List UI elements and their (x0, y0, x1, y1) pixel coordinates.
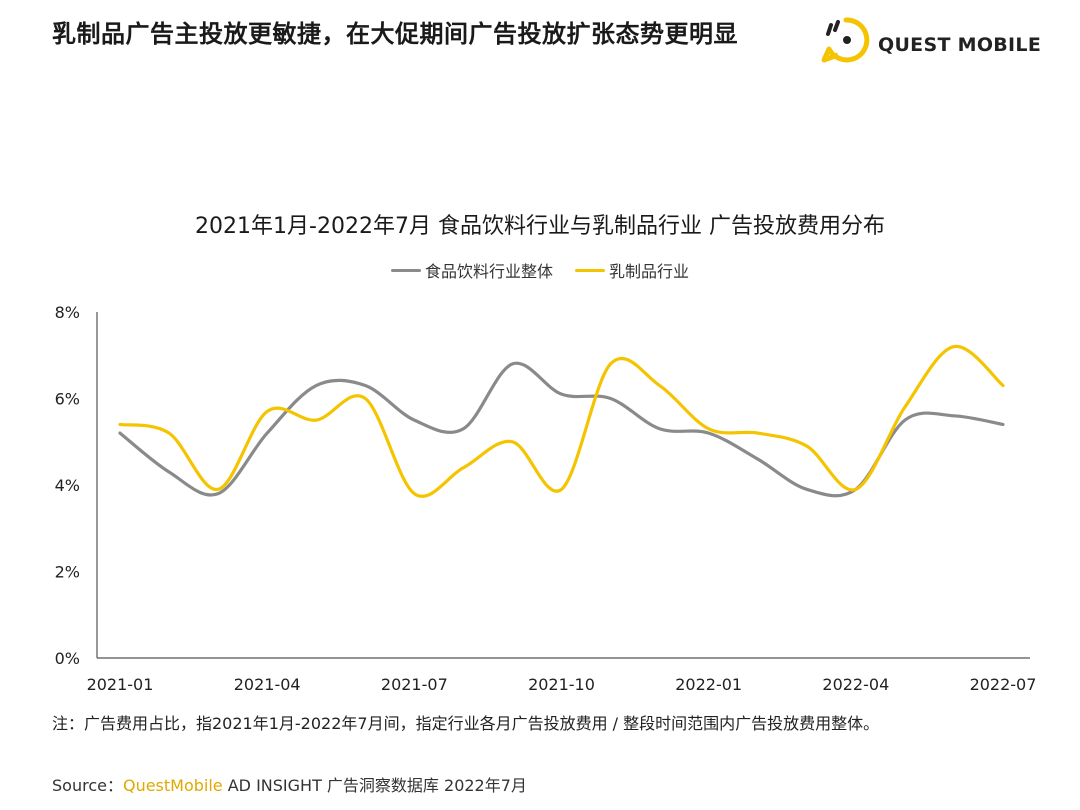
source-brand: QuestMobile (122, 776, 223, 795)
line-chart: 0% 2% 4% 6% 8% 2021-01 2021-04 2021-07 2021-10 20… (55, 303, 1037, 694)
logo-mark-icon (821, 17, 870, 63)
source-line: Source：QuestMobile AD INSIGHT 广告洞察数据库 20… (52, 772, 527, 796)
x-tick-label: 2022-01 (675, 675, 742, 694)
x-tick-label: 2022-07 (970, 675, 1037, 694)
series-line-dairy (118, 344, 1005, 498)
y-tick-label: 2% (55, 563, 80, 582)
questmobile-logo: QUEST MOBILE (818, 12, 1048, 66)
x-tick-label: 2021-10 (528, 675, 595, 694)
y-tick-label: 0% (55, 649, 80, 668)
chart-title: 2021年1月-2022年7月 食品饮料行业与乳制品行业 广告投放费用分布 (195, 214, 885, 239)
y-tick-label: 8% (55, 303, 80, 322)
y-tick-label: 4% (55, 476, 80, 495)
legend-swatch-dairy (575, 268, 605, 272)
y-tick-label: 6% (55, 390, 80, 409)
source-prefix: Source： (52, 776, 123, 795)
logo-text: QUEST MOBILE (878, 34, 1042, 56)
legend-swatch-food (390, 268, 421, 272)
x-tick-label: 2021-01 (87, 675, 154, 694)
legend-label-food: 食品饮料行业整体 (424, 262, 553, 281)
source-suffix: AD INSIGHT 广告洞察数据库 2022年7月 (222, 776, 527, 795)
legend-label-dairy: 乳制品行业 (609, 262, 690, 281)
x-tick-label: 2022-04 (822, 675, 889, 694)
legend-item-dairy: 乳制品行业 (575, 258, 689, 282)
footnote: 注：广告费用占比，指2021年1月-2022年7月间，指定行业各月广告投放费用 … (52, 714, 880, 733)
page-title: 乳制品广告主投放更敏捷，在大促期间广告投放扩张态势更明显 (52, 20, 738, 48)
x-tick-label: 2021-04 (234, 675, 301, 694)
chart-legend: 食品饮料行业整体 乳制品行业 (0, 258, 1080, 282)
x-tick-label: 2021-07 (381, 675, 448, 694)
legend-item-food: 食品饮料行业整体 (390, 258, 553, 282)
